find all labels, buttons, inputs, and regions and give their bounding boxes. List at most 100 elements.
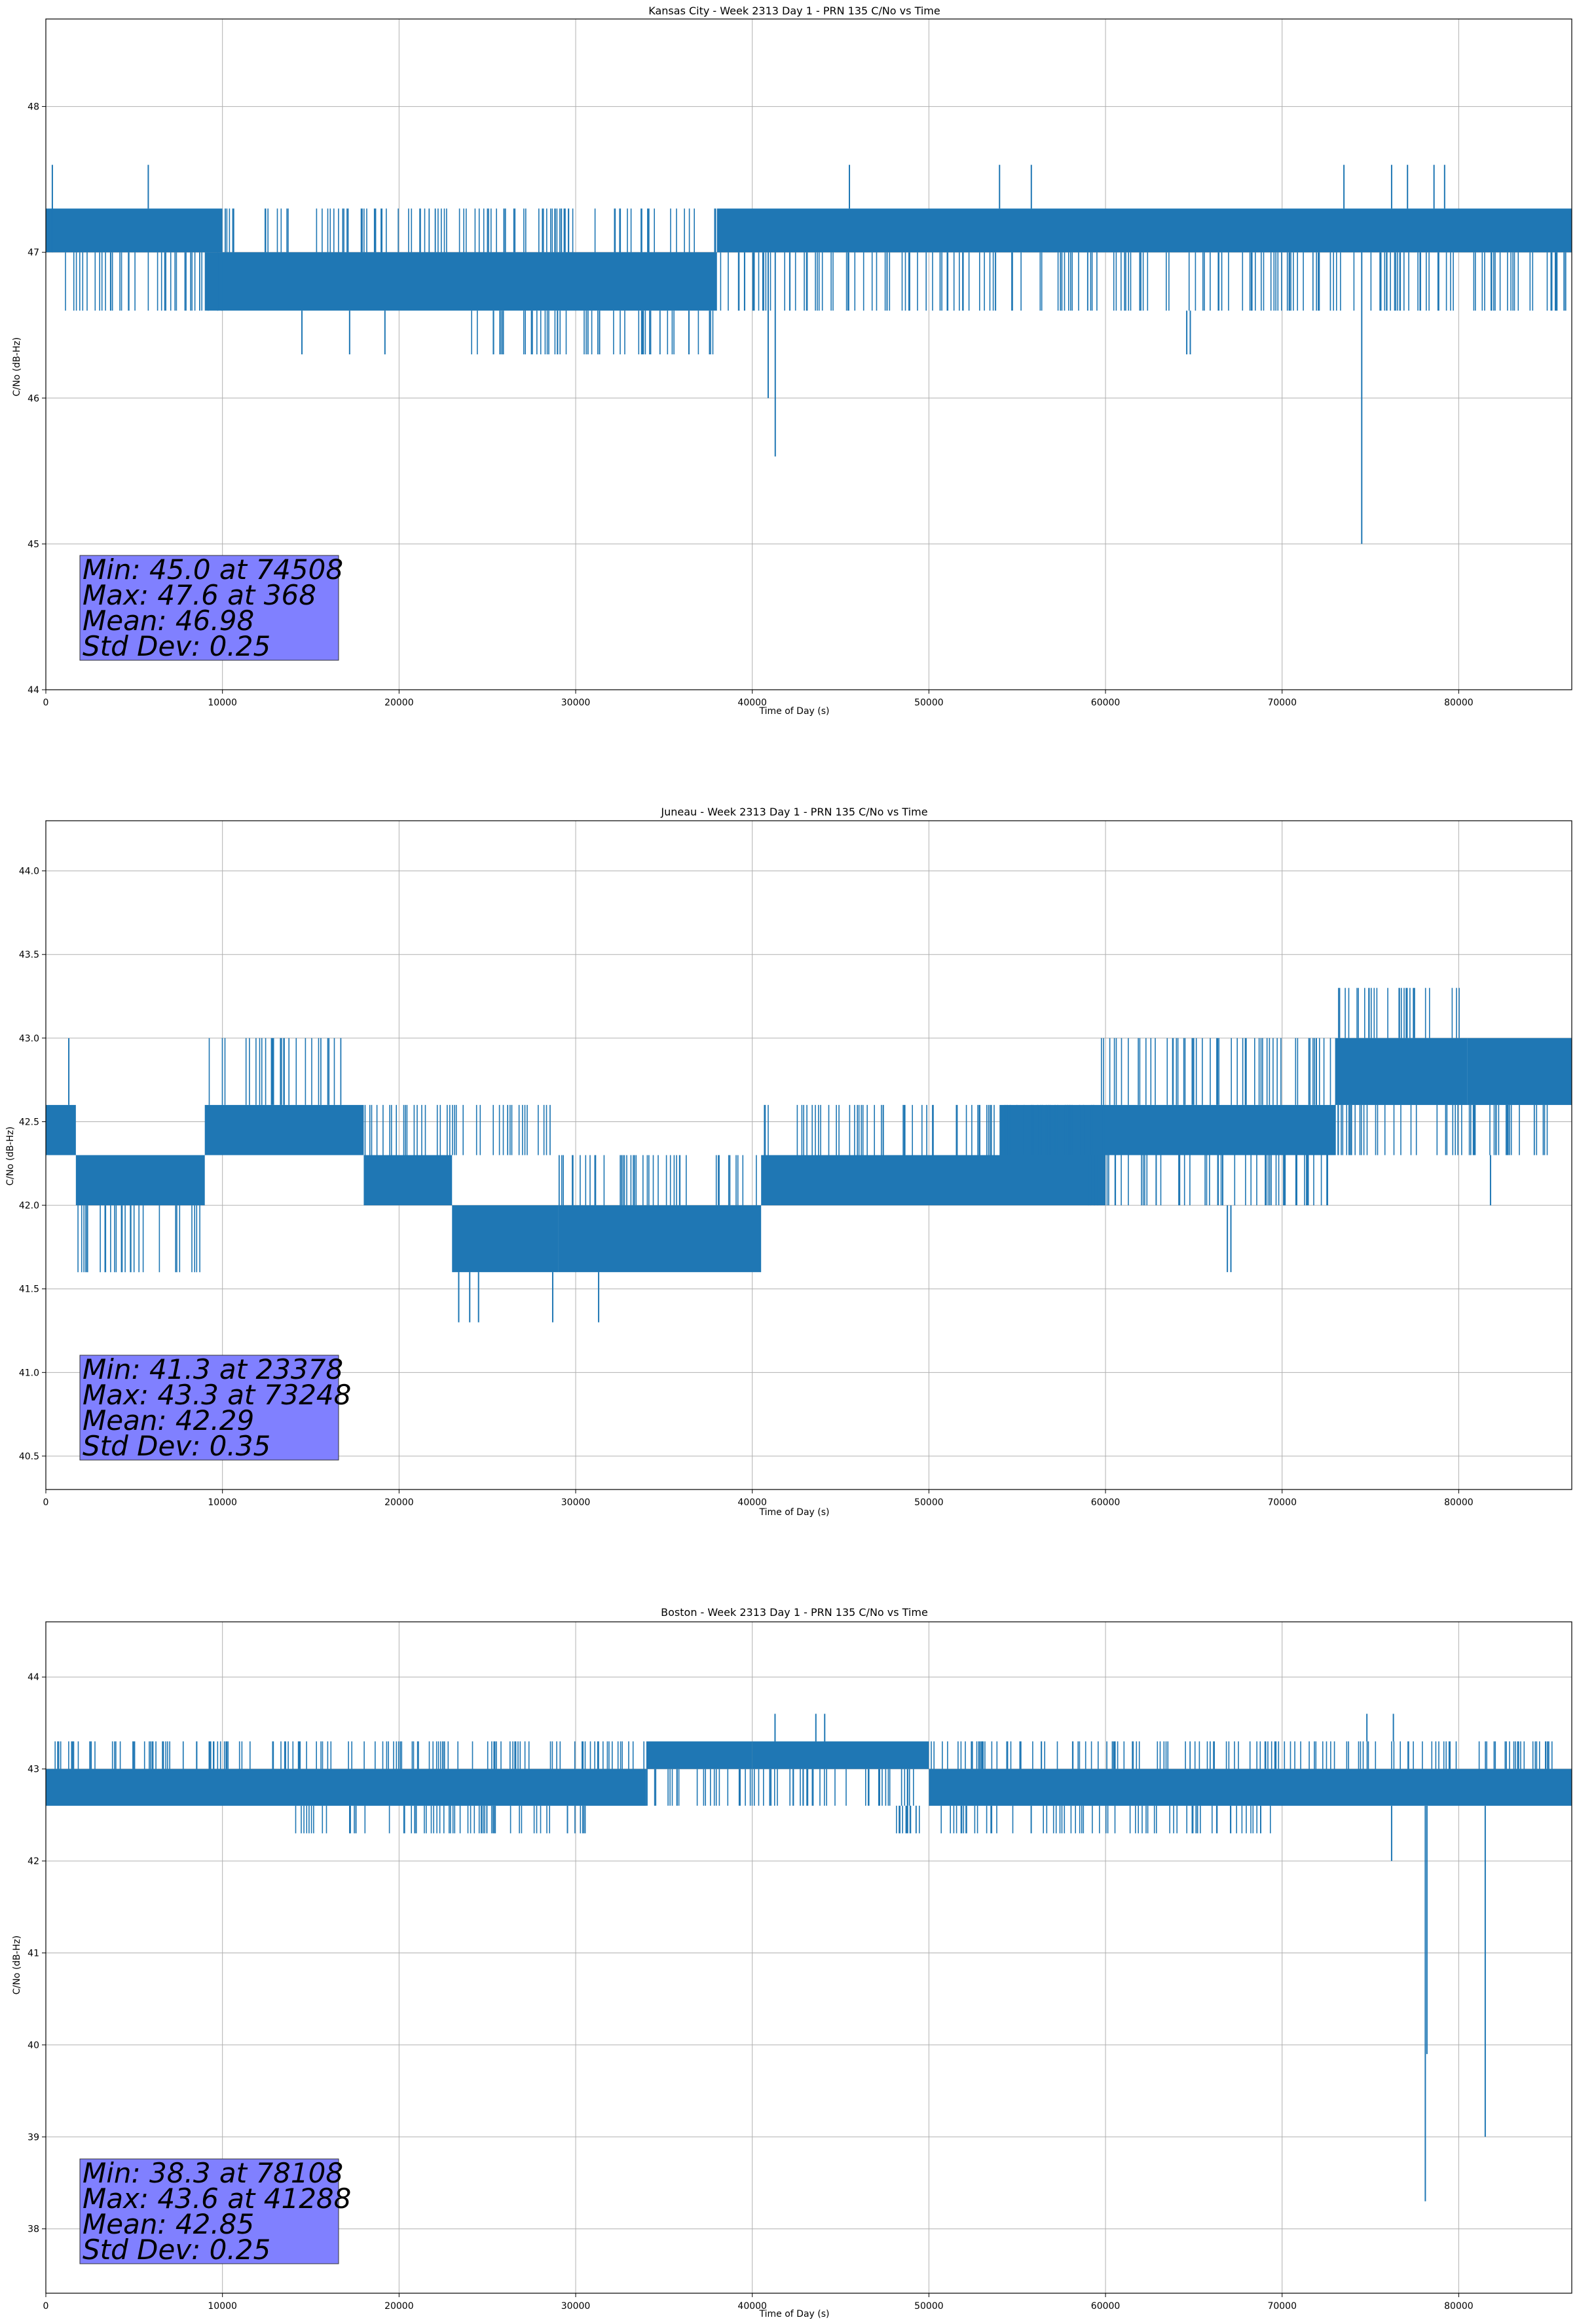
x-tick-label: 70000 [1267,2301,1297,2312]
chart-title: Juneau - Week 2313 Day 1 - PRN 135 C/No … [660,806,927,818]
kansas-city-panel: Kansas City - Week 2313 Day 1 - PRN 135 … [12,5,1572,717]
x-tick-label: 20000 [384,1497,414,1508]
dense-band [204,1104,364,1155]
dense-band [204,252,717,311]
y-tick-label: 42.0 [19,1201,39,1211]
x-tick-label: 40000 [737,2301,767,2312]
dense-band [363,1155,453,1206]
x-tick-label: 40000 [737,1497,767,1508]
y-tick-label: 48 [28,102,39,113]
x-tick-label: 70000 [1267,1497,1297,1508]
sparse-excursions [295,1805,586,1833]
x-tick-label: 60000 [1091,2301,1121,2312]
stats-line: Min: 45.0 at 74508 [83,553,343,586]
stats-line: Std Dev: 0.25 [83,630,270,662]
x-tick-label: 20000 [384,698,414,708]
dense-band [1335,1038,1468,1105]
sparse-excursions [54,1741,644,1769]
sparse-excursions [1338,988,1460,1038]
y-axis-label: C/No (dB-Hz) [12,1936,22,1995]
sparse-excursions [65,252,223,311]
sparse-excursions [1335,1104,1548,1155]
dense-band [1467,1038,1572,1105]
y-tick-label: 39 [28,2132,39,2143]
sparse-excursions [720,252,1567,311]
sparse-excursions [1101,1038,1331,1105]
sparse-excursions [1088,1155,1328,1206]
stats-box-background [79,1355,339,1461]
stats-box-background [79,2158,339,2264]
y-tick-label: 44 [28,1672,39,1683]
dense-band [646,1741,752,1769]
dense-band [929,1769,1572,1806]
dense-band [46,1104,76,1155]
sparse-excursions [646,1769,914,1806]
axes-frame [45,18,1572,690]
x-tick-label: 70000 [1267,698,1297,708]
stats-line: Std Dev: 0.35 [83,1430,270,1462]
x-axis-label: Time of Day (s) [759,2309,830,2319]
sparse-excursions [208,1038,342,1105]
stats-line: Max: 43.3 at 73248 [83,1379,351,1411]
x-tick-label: 0 [43,698,49,708]
x-tick-label: 10000 [208,2301,237,2312]
juneau-panel: Juneau - Week 2313 Day 1 - PRN 135 C/No … [5,806,1572,1518]
stats-box-background [79,555,339,661]
sparse-excursions [77,1205,200,1273]
y-tick-label: 41 [28,1948,39,1959]
sparse-excursions [931,1741,1553,1769]
sparse-excursions [225,208,716,253]
stats-line: Mean: 42.29 [83,1404,254,1436]
sparse-excursions [558,1155,757,1206]
boston-panel: Boston - Week 2313 Day 1 - PRN 135 C/No … [12,1606,1572,2319]
sparse-excursions [764,1104,1105,1155]
y-tick-label: 46 [28,394,39,404]
stats-line: Std Dev: 0.25 [83,2234,270,2266]
x-tick-label: 50000 [914,2301,944,2312]
y-tick-label: 45 [28,539,39,550]
y-tick-label: 43.0 [19,1034,39,1044]
cno-series [46,164,1572,544]
x-tick-label: 50000 [914,698,944,708]
y-tick-label: 47 [28,248,39,258]
y-tick-label: 38 [28,2224,39,2235]
y-axis-label: C/No (dB-Hz) [5,1127,16,1186]
stats-line: Min: 41.3 at 23378 [83,1353,343,1385]
axes-frame [45,1621,1572,2294]
x-tick-label: 60000 [1091,698,1121,708]
x-tick-label: 80000 [1444,2301,1474,2312]
y-tick-label: 43.5 [19,950,39,960]
x-axis-label: Time of Day (s) [759,706,830,717]
chart-title: Kansas City - Week 2313 Day 1 - PRN 135 … [648,5,940,17]
stats-line: Mean: 46.98 [83,605,254,637]
y-tick-label: 44.0 [19,867,39,877]
stats-line: Min: 38.3 at 78108 [83,2157,343,2189]
sparse-excursions [364,1104,551,1155]
y-tick-label: 41.5 [19,1284,39,1295]
dense-band [46,208,223,253]
x-tick-label: 30000 [561,2301,591,2312]
dense-band [752,1741,929,1769]
y-axis-label: C/No (dB-Hz) [12,337,22,396]
dense-band [761,1155,1106,1206]
cno-series [46,1714,1572,2202]
sparse-excursions [896,1805,1271,1833]
dense-band [558,1205,762,1273]
y-tick-label: 42.5 [19,1117,39,1127]
x-tick-label: 30000 [561,698,591,708]
y-tick-label: 44 [28,685,39,696]
y-tick-label: 42 [28,1856,39,1867]
dense-band [452,1205,559,1273]
y-tick-label: 43 [28,1765,39,1775]
x-tick-label: 60000 [1091,1497,1121,1508]
x-tick-label: 40000 [737,698,767,708]
y-tick-label: 40 [28,2040,39,2051]
x-tick-label: 80000 [1444,1497,1474,1508]
axes-frame [45,820,1572,1490]
stats-line: Mean: 42.85 [83,2208,254,2240]
x-tick-label: 10000 [208,1497,237,1508]
dense-band [716,208,1572,253]
stats-line: Max: 43.6 at 41288 [83,2183,351,2215]
chart-title: Boston - Week 2313 Day 1 - PRN 135 C/No … [661,1606,928,1619]
